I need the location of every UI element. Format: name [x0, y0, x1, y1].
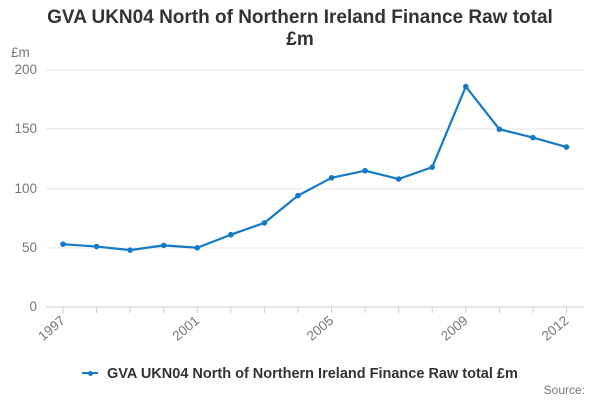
svg-text:1997: 1997: [35, 313, 68, 344]
svg-text:2012: 2012: [539, 313, 572, 344]
svg-text:2001: 2001: [170, 313, 203, 344]
svg-text:200: 200: [14, 62, 37, 77]
svg-text:150: 150: [14, 121, 37, 136]
svg-text:2009: 2009: [438, 313, 471, 344]
svg-text:0: 0: [29, 299, 37, 314]
svg-text:2005: 2005: [304, 313, 337, 344]
svg-text:100: 100: [14, 181, 37, 196]
svg-text:50: 50: [22, 240, 37, 255]
